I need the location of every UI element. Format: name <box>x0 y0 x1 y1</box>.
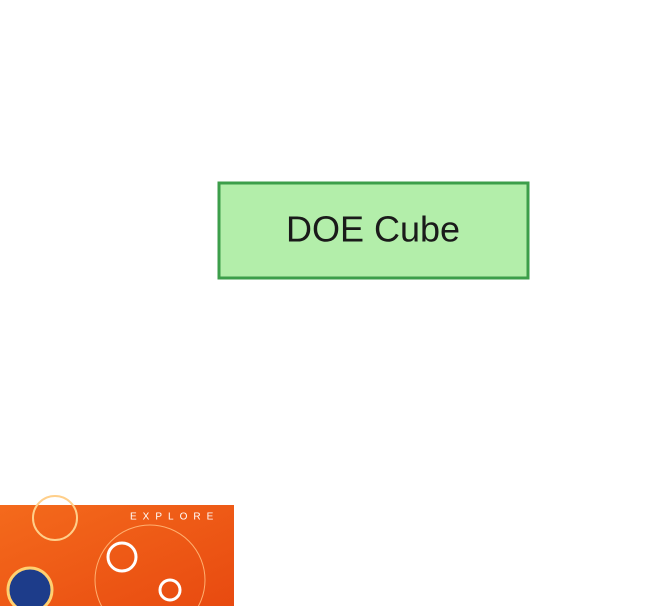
banner: EXPLORE <box>0 496 234 606</box>
chart: DOE Cube EXPLORE <box>0 0 654 606</box>
annotation: DOE Cube <box>286 209 460 250</box>
banner-text: EXPLORE <box>130 512 219 523</box>
emblem <box>8 568 52 606</box>
